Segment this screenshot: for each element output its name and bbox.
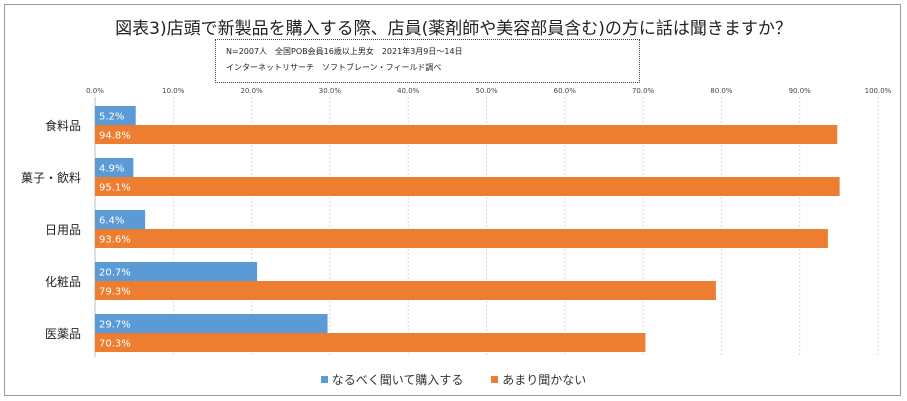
bar (95, 314, 328, 333)
legend-swatch-listen (320, 376, 328, 383)
data-label: 5.2% (99, 112, 124, 123)
bar (95, 106, 136, 125)
x-tick-label: 0.0% (86, 87, 104, 95)
x-tick-label: 30.0% (319, 87, 342, 95)
data-label: 95.1% (99, 183, 131, 194)
category-label: 医薬品 (45, 327, 81, 341)
x-tick-label: 50.0% (475, 87, 498, 95)
chart-legend: なるべく聞いて購入する あまり聞かない (0, 371, 907, 388)
data-label: 79.3% (99, 287, 131, 298)
category-label: 菓子・飲料 (21, 170, 81, 185)
x-tick-label: 10.0% (162, 87, 185, 95)
category-label: 化粧品 (45, 275, 81, 289)
legend-swatch-dont-listen (491, 376, 499, 383)
bar (95, 210, 146, 229)
category-label: 食料品 (45, 118, 81, 133)
legend-item-listen: なるべく聞いて購入する (320, 371, 464, 388)
legend-label-dont-listen: あまり聞かない (502, 373, 587, 387)
bar (95, 229, 828, 248)
x-tick-label: 40.0% (397, 87, 420, 95)
data-label: 6.4% (99, 216, 124, 227)
data-label: 4.9% (99, 164, 124, 175)
survey-note-box: N=2007人 全国POB会員16歳以上男女 2021年3月9日～14日 インタ… (215, 39, 640, 83)
survey-note-line-2: インターネットリサーチ ソフトブレーン・フィールド調べ (226, 63, 442, 72)
x-tick-label: 70.0% (632, 87, 655, 95)
data-label: 94.8% (99, 131, 131, 142)
x-tick-label: 100.0% (865, 87, 892, 95)
chart-title: 図表3)店頭で新製品を購入する際、店員(薬剤師や美容部員含む)の方に話は聞きます… (115, 19, 792, 39)
x-tick-label: 20.0% (240, 87, 263, 95)
survey-note-line-1: N=2007人 全国POB会員16歳以上男女 2021年3月9日～14日 (226, 47, 463, 56)
x-tick-label: 60.0% (554, 87, 577, 95)
data-label: 70.3% (99, 339, 131, 350)
x-tick-label: 90.0% (789, 87, 812, 95)
bar (95, 177, 840, 196)
bar (95, 262, 258, 281)
legend-label-listen: なるべく聞いて購入する (331, 373, 464, 387)
x-tick-label: 80.0% (710, 87, 733, 95)
bar (95, 281, 716, 300)
category-label: 日用品 (45, 223, 81, 237)
data-label: 20.7% (99, 268, 131, 279)
bar (95, 125, 838, 144)
legend-item-dont-listen: あまり聞かない (491, 371, 586, 388)
bar (95, 333, 646, 352)
bar (95, 158, 134, 177)
data-label: 93.6% (99, 235, 131, 246)
data-label: 29.7% (99, 320, 131, 331)
